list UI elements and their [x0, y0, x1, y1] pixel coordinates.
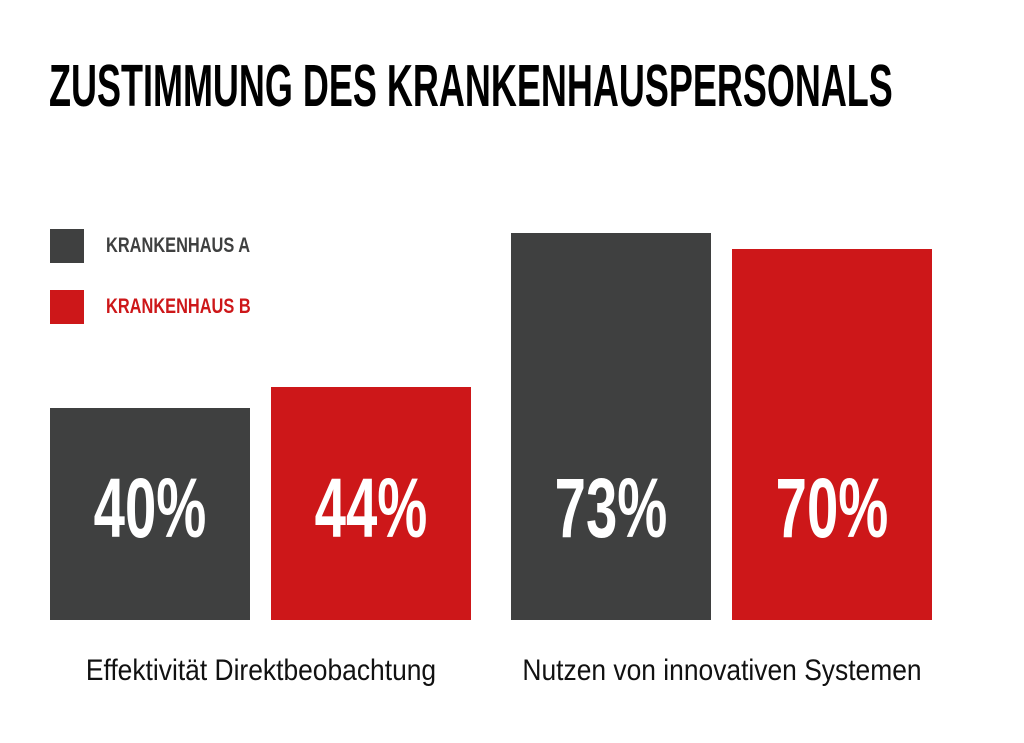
chart-title: ZUSTIMMUNG DES KRANKENHAUSPERSONALS [49, 53, 893, 119]
bar-value-label: 73% [554, 461, 668, 555]
category-label-2: Nutzen von innovativen Systemen [521, 654, 922, 687]
bar-hospital-a-group-2: 73% [511, 233, 711, 620]
legend-swatch-hospital-a [50, 229, 84, 263]
legend-item-hospital-a: KRANKENHAUS A [50, 229, 291, 263]
bar-value-label: 70% [775, 461, 889, 555]
bar-hospital-a-group-1: 40% [50, 408, 250, 620]
bar-value-label: 40% [93, 461, 207, 555]
bar-hospital-b-group-2: 70% [732, 249, 932, 620]
bar-value-label: 44% [314, 461, 428, 555]
legend-item-hospital-b: KRANKENHAUS B [50, 290, 292, 324]
category-label-1: Effektivität Direktbeobachtung [85, 654, 436, 687]
bar-hospital-b-group-1: 44% [271, 387, 471, 620]
legend-label: KRANKENHAUS B [106, 295, 251, 318]
legend-swatch-hospital-b [50, 290, 84, 324]
legend-label: KRANKENHAUS A [106, 234, 251, 257]
